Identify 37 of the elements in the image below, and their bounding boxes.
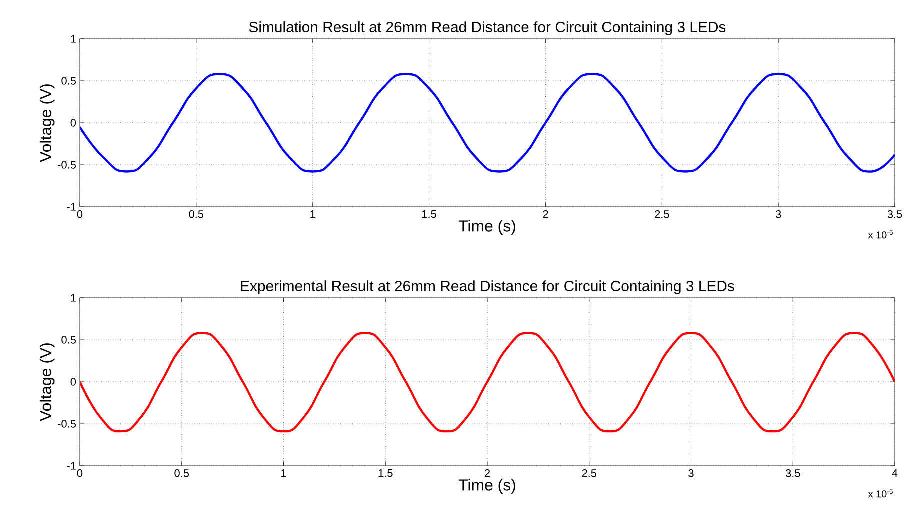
- y-tick-label: 0.5: [62, 77, 76, 85]
- x-tick-label: 2.5: [582, 470, 597, 478]
- x-tick-label: 2: [543, 210, 548, 218]
- y-tick-label: -0.5: [58, 161, 76, 169]
- x-tick-label: 2: [485, 470, 490, 478]
- x-axis-title: Time (s): [458, 220, 516, 235]
- x-tick-label: 3.5: [786, 470, 800, 478]
- x-tick-label: 3: [688, 470, 694, 478]
- y-tick-label: -0.5: [58, 420, 76, 428]
- x-tick-label: 1: [310, 210, 316, 218]
- y-tick-label: 1: [71, 35, 76, 43]
- y-axis-title: Voltage (V): [40, 84, 55, 162]
- text: x 10$^{-5}$: [868, 230, 894, 239]
- y-tick-label: -1: [67, 203, 76, 211]
- y-tick-label: -1: [67, 462, 76, 470]
- x-tick-label: 2.5: [655, 210, 670, 218]
- x-tick-label: 0: [77, 470, 83, 478]
- chart-title: Experimental Result at 26mm Read Distance for Circuit Containing 3 LEDs: [241, 280, 734, 294]
- x-tick-label: 1.5: [378, 470, 393, 478]
- chart-title: Simulation Result at 26mm Read Distance for Circuit Containing 3 LEDs: [249, 22, 726, 36]
- x-tick-label: 1: [282, 470, 286, 478]
- x-tick-label: 0.5: [174, 470, 190, 478]
- x-tick-label: 0.5: [189, 210, 204, 218]
- y-tick-label: 1: [71, 294, 76, 302]
- line-series: [80, 332, 896, 433]
- x-tick-label: 1.5: [422, 210, 436, 218]
- y-axis-title: Voltage (V): [40, 344, 55, 422]
- y-tick-label: 0: [70, 378, 76, 386]
- x-tick-label: 0: [77, 210, 83, 218]
- x-tick-label: 3: [776, 210, 782, 218]
- x-tick-label: 4: [892, 470, 898, 478]
- y-tick-label: 0.5: [62, 336, 76, 344]
- x-axis-title: Time (s): [458, 479, 516, 494]
- text: x 10$^{-5}$: [868, 489, 894, 498]
- x-tick-label: 3.5: [888, 210, 902, 218]
- y-tick-label: 0: [70, 119, 76, 127]
- line-series: [80, 73, 896, 173]
